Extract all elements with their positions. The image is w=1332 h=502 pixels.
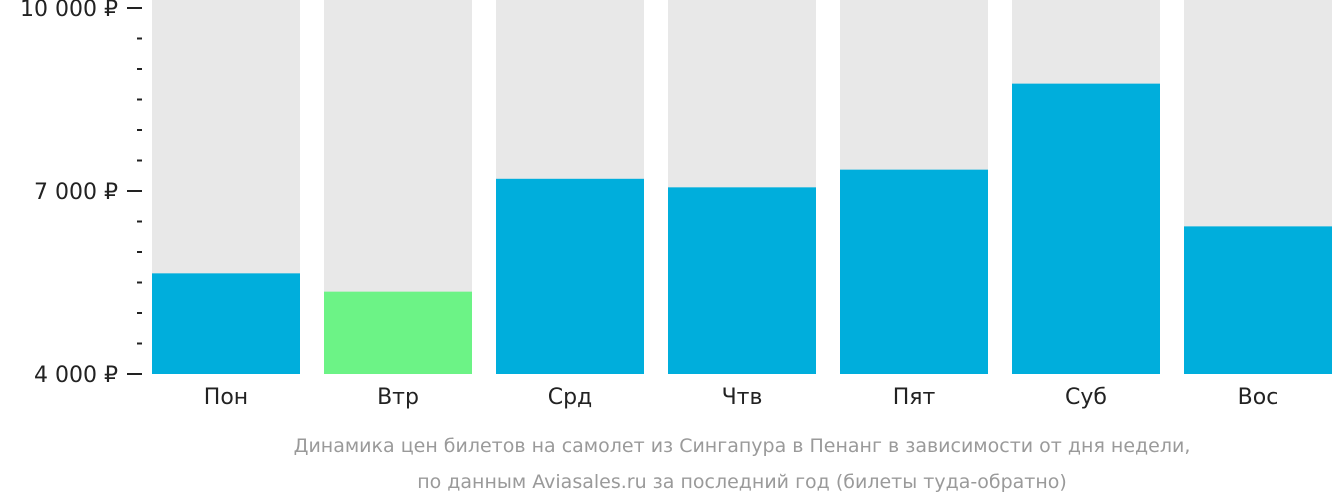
x-tick-label: Чтв	[722, 385, 763, 410]
category-labels: Пон Втр Срд Чтв Пят Суб Вос	[204, 385, 1279, 410]
x-tick-label: Пон	[204, 385, 248, 410]
x-tick-label: Втр	[377, 385, 419, 410]
bars	[152, 83, 1332, 374]
y-tick-label: 4 000 ₽	[34, 363, 118, 388]
chart-caption-line-2: по данным Aviasales.ru за последний год …	[417, 471, 1067, 493]
bar-7	[1184, 226, 1332, 374]
y-tick-label: 10 000 ₽	[20, 0, 118, 22]
bar-4	[668, 187, 816, 374]
chart-caption-line-1: Динамика цен билетов на самолет из Синга…	[294, 435, 1191, 457]
bar-1	[152, 273, 300, 374]
y-axis: 10 000 ₽ 7 000 ₽ 4 000 ₽	[20, 0, 142, 388]
bar-3	[496, 178, 644, 374]
bar-6	[1012, 83, 1160, 374]
bar-2	[324, 291, 472, 374]
x-tick-label: Вос	[1238, 385, 1279, 410]
x-tick-label: Пят	[893, 385, 936, 410]
x-tick-label: Суб	[1065, 385, 1107, 410]
y-tick-label: 7 000 ₽	[34, 180, 118, 205]
x-tick-label: Срд	[548, 385, 593, 410]
bar-5	[840, 169, 988, 374]
